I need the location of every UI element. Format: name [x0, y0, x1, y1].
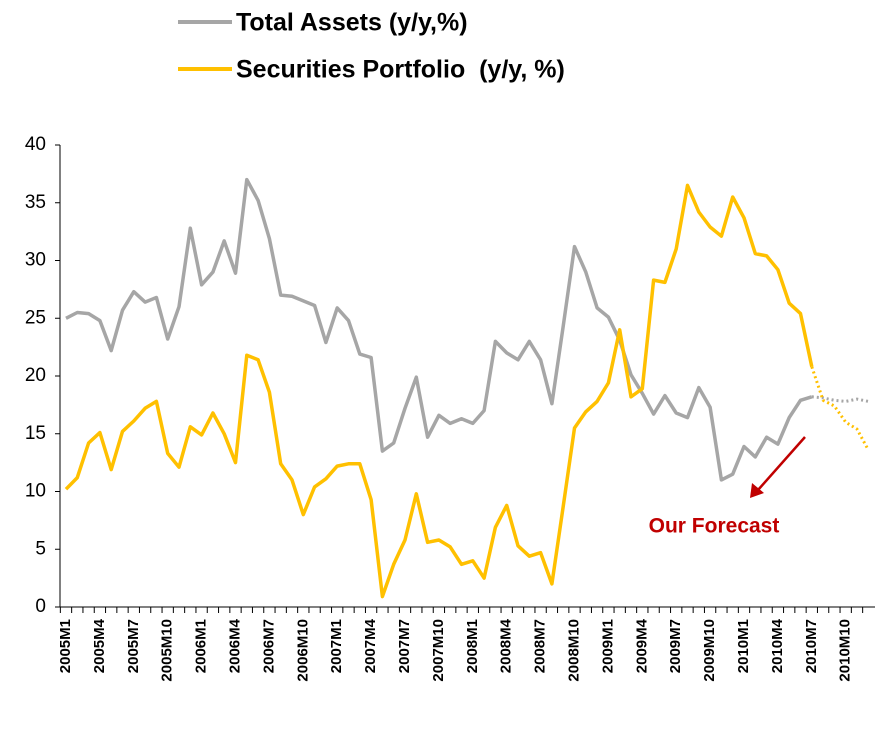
y-tick-label: 30	[25, 250, 46, 271]
annotation-arrowhead	[750, 483, 764, 498]
x-tick-label: 2007M7	[396, 619, 413, 673]
series-line	[65, 177, 813, 482]
legend-label: Total Assets (y/y,%)	[236, 9, 468, 37]
y-tick-label: 10	[25, 481, 46, 502]
y-tick-label: 20	[25, 365, 46, 386]
y-tick-label: 40	[25, 134, 46, 155]
annotation-arrow	[757, 436, 806, 491]
x-tick-label: 2010M4	[769, 618, 786, 673]
y-tick-label: 5	[35, 538, 46, 559]
annotation: Our Forecast	[649, 515, 780, 538]
y-tick-label: 25	[25, 307, 46, 328]
y-tick-label: 0	[35, 596, 46, 617]
x-tick-label: 2008M1	[464, 619, 481, 673]
x-tick-label: 2010M1	[735, 619, 752, 673]
x-tick-label: 2006M7	[260, 619, 277, 673]
x-tick-label: 2007M1	[328, 619, 345, 673]
x-tick-label: 2006M10	[294, 619, 311, 682]
y-tick-label: 15	[25, 423, 46, 444]
x-tick-label: 2007M4	[362, 618, 379, 673]
legend-label: Securities Portfolio (y/y, %)	[236, 56, 565, 84]
x-tick-label: 2005M1	[57, 619, 74, 673]
forecast-line	[810, 366, 870, 451]
x-tick-label: 2009M7	[667, 619, 684, 673]
series-line	[64, 183, 814, 599]
x-tick-label: 2005M7	[125, 619, 142, 673]
x-tick-label: 2008M7	[532, 619, 549, 673]
x-tick-label: 2006M1	[193, 619, 210, 673]
x-tick-label: 2008M10	[565, 619, 582, 682]
x-tick-label: 2009M10	[701, 619, 718, 682]
x-tick-label: 2009M4	[633, 618, 650, 673]
forecast-line	[811, 395, 869, 403]
x-tick-label: 2005M10	[159, 619, 176, 682]
y-tick-label: 35	[25, 192, 46, 213]
x-tick-label: 2006M4	[226, 618, 243, 673]
x-tick-label: 2010M10	[837, 619, 854, 682]
x-tick-label: 2008M4	[498, 618, 515, 673]
x-tick-label: 2005M4	[91, 618, 108, 673]
x-tick-label: 2009M1	[599, 619, 616, 673]
x-tick-label: 2010M7	[803, 619, 820, 673]
x-tick-label: 2007M10	[430, 619, 447, 682]
